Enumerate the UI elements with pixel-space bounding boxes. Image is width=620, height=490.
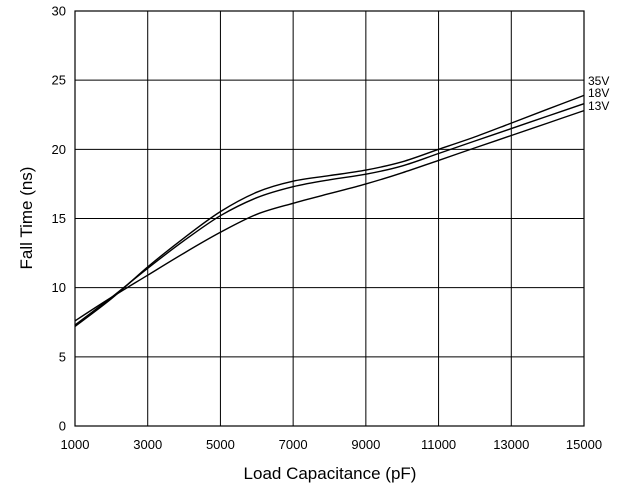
- series-label-18v: 18V: [588, 86, 609, 100]
- grid-layer: [74, 10, 585, 427]
- y-axis-title: Fall Time (ns): [17, 167, 36, 270]
- y-tick-label: 20: [52, 142, 66, 157]
- series-label-13v: 13V: [588, 99, 609, 113]
- x-tick-label: 15000: [566, 437, 602, 452]
- series-line-35v: [74, 94, 585, 327]
- tick-layer: 1000 3000 5000 7000 9000 11000 13000 15000 0 5 10 1…: [52, 4, 603, 453]
- x-tick-label: 7000: [279, 437, 308, 452]
- series-line-18v: [74, 103, 585, 326]
- y-tick-label: 30: [52, 4, 66, 19]
- y-tick-label: 0: [59, 419, 66, 434]
- series-line-13v: [74, 109, 585, 322]
- x-tick-label: 5000: [206, 437, 235, 452]
- y-tick-label: 15: [52, 211, 66, 226]
- x-tick-label: 1000: [61, 437, 90, 452]
- x-tick-label: 9000: [351, 437, 380, 452]
- plot-frame: [74, 10, 585, 427]
- y-tick-label: 5: [59, 349, 66, 364]
- x-tick-label: 13000: [493, 437, 529, 452]
- series-layer: [74, 94, 585, 327]
- x-axis-title: Load Capacitance (pF): [244, 464, 417, 483]
- y-tick-label: 25: [52, 73, 66, 88]
- x-tick-label: 11000: [421, 437, 456, 452]
- x-tick-label: 3000: [133, 437, 162, 452]
- series-label-35v: 35V: [588, 74, 609, 88]
- y-tick-label: 10: [52, 280, 66, 295]
